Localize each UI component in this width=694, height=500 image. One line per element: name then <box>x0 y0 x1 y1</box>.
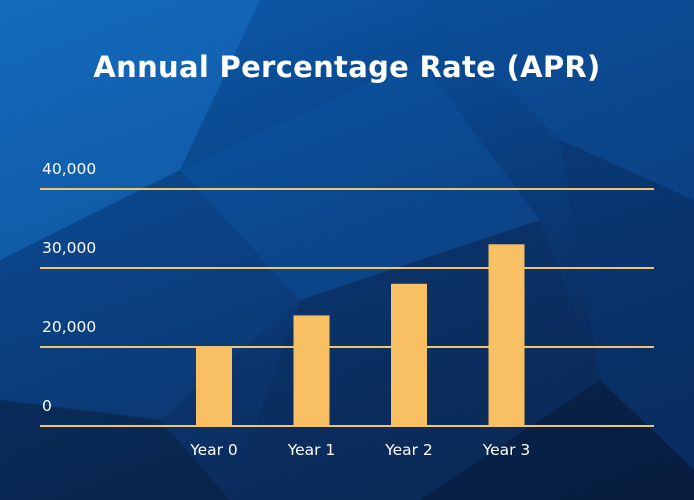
x-tick-label: Year 3 <box>482 441 531 459</box>
x-axis-labels: Year 0 Year 1 Year 2 Year 3 <box>189 441 530 459</box>
bar-year-2 <box>391 283 427 426</box>
y-tick-label: 40,000 <box>42 160 96 178</box>
y-axis-ticks: 0 20,000 30,000 40,000 <box>42 160 96 415</box>
chart-title: Annual Percentage Rate (APR) <box>93 50 601 84</box>
grid-lines <box>40 188 654 427</box>
y-tick-label: 0 <box>42 397 52 415</box>
y-tick-label: 20,000 <box>42 318 96 336</box>
y-tick-label: 30,000 <box>42 239 96 257</box>
bar-year-1 <box>293 315 330 426</box>
x-tick-label: Year 1 <box>287 441 336 459</box>
bar-year-3 <box>488 244 525 426</box>
bars <box>196 244 525 426</box>
x-tick-label: Year 2 <box>384 441 433 459</box>
bar-year-0 <box>196 347 232 426</box>
x-tick-label: Year 0 <box>189 441 238 459</box>
